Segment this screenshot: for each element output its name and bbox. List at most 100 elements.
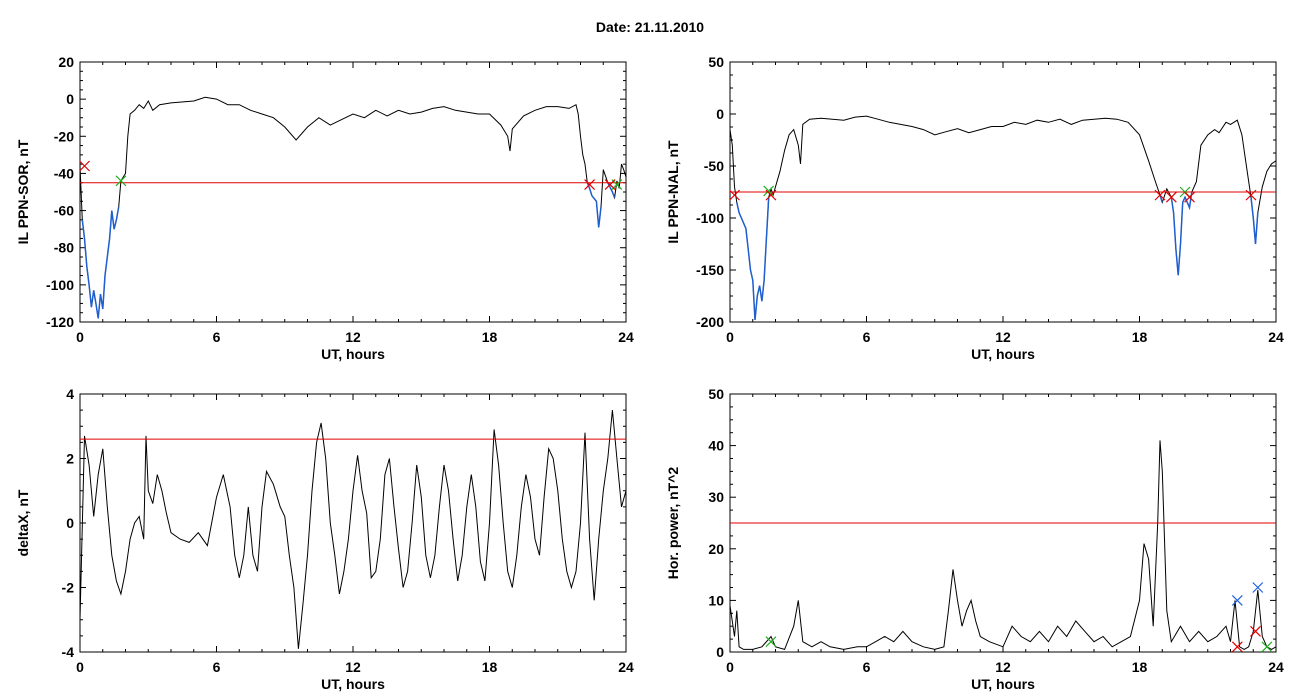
marker-stroke (1231, 641, 1243, 653)
y-axis-label: IL PPN-NAL, nT (665, 140, 681, 244)
y-tick-label: 10 (708, 592, 724, 608)
chart-panel-1: 0 6 12 18 24 -120 -100 -80 -60 -40 -20 0 20 UT, hours… (15, 54, 634, 362)
marker-red (1165, 191, 1177, 203)
series-line-1 (730, 115, 1276, 320)
x-tick-label: 12 (995, 329, 1011, 345)
marker-stroke (584, 179, 596, 190)
x-tick-label: 18 (482, 659, 498, 675)
marker-red (1184, 191, 1195, 203)
y-tick-label: 0 (66, 515, 74, 531)
marker-stroke (1165, 191, 1177, 203)
x-tick-label: 6 (863, 659, 871, 675)
below-threshold-segment (736, 197, 770, 320)
marker-red (604, 179, 616, 190)
marker-stroke (1252, 582, 1264, 593)
x-tick-label: 18 (1132, 659, 1148, 675)
marker-green (115, 175, 127, 187)
y-tick-label: 2 (66, 451, 74, 467)
marker-red (765, 189, 777, 201)
y-tick-label: 20 (58, 54, 74, 70)
y-tick-label: -40 (54, 165, 74, 181)
x-tick-label: 18 (1132, 329, 1148, 345)
y-tick-label: -20 (54, 128, 74, 144)
marker-stroke (79, 160, 90, 172)
x-tick-label: 6 (213, 329, 221, 345)
date-title: Date: 21.11.2010 (595, 19, 705, 35)
below-threshold-segment (586, 182, 602, 228)
x-tick-label: 12 (995, 659, 1011, 675)
below-threshold-segment (81, 206, 120, 319)
x-tick-label: 0 (76, 329, 84, 345)
y-tick-label: 0 (716, 644, 724, 660)
x-tick-label: 12 (345, 659, 361, 675)
y-axis-label: Hor. power, nT^2 (665, 467, 681, 580)
y-tick-label: 50 (708, 386, 724, 402)
y-axis-label: IL PPN-SOR, nT (15, 139, 31, 244)
below-threshold-segment (1170, 191, 1193, 276)
marker-red (1154, 189, 1166, 201)
marker-stroke (765, 189, 777, 201)
marker-stroke (765, 636, 777, 648)
marker-red (729, 189, 740, 201)
y-tick-label: 0 (716, 106, 724, 122)
chart-panel-4: 0 6 12 18 24 0 10 20 30 40 50 UT, hours Hor. power, … (665, 386, 1284, 692)
x-tick-label: 24 (1268, 659, 1284, 675)
x-tick-label: 24 (618, 659, 634, 675)
marker-stroke (1250, 625, 1261, 637)
marker-blue (1231, 594, 1243, 606)
marker-stroke (763, 185, 775, 197)
series-line-1 (730, 440, 1276, 651)
y-tick-label: 40 (708, 438, 724, 454)
y-tick-label: -150 (696, 262, 724, 278)
x-axis-label: UT, hours (971, 346, 1035, 362)
x-axis-label: UT, hours (321, 346, 385, 362)
x-axis-label: UT, hours (971, 676, 1035, 692)
marker-stroke (115, 175, 127, 187)
marker-stroke (1245, 189, 1257, 201)
marker-stroke (1154, 189, 1166, 201)
x-tick-label: 18 (482, 329, 498, 345)
marker-red (584, 179, 596, 190)
x-tick-label: 0 (726, 329, 734, 345)
series-line-1 (80, 410, 626, 649)
marker-stroke (1261, 641, 1273, 653)
marker-green (1261, 641, 1273, 653)
below-threshold-segment (1250, 197, 1259, 245)
y-tick-label: -4 (62, 644, 75, 660)
x-tick-label: 0 (76, 659, 84, 675)
y-axis-label: deltaX, nT (15, 489, 31, 556)
y-tick-label: 30 (708, 489, 724, 505)
marker-stroke (1231, 594, 1243, 606)
marker-stroke (1184, 191, 1195, 203)
x-tick-label: 24 (1268, 329, 1284, 345)
y-tick-label: -80 (54, 240, 74, 256)
y-tick-label: -120 (46, 314, 74, 330)
y-tick-label: -60 (54, 203, 74, 219)
marker-red (1250, 625, 1261, 637)
x-tick-label: 24 (618, 329, 634, 345)
marker-green (765, 636, 777, 648)
marker-red (79, 160, 90, 172)
marker-stroke (729, 189, 740, 201)
y-tick-label: 50 (708, 54, 724, 70)
marker-red (1245, 189, 1257, 201)
y-tick-label: -100 (46, 277, 74, 293)
y-tick-label: -200 (696, 314, 724, 330)
plot-frame (79, 393, 627, 653)
marker-red (1231, 641, 1243, 653)
y-tick-label: 0 (66, 91, 74, 107)
plot-frame (79, 61, 627, 323)
x-tick-label: 12 (345, 329, 361, 345)
marker-blue (1252, 582, 1264, 593)
y-tick-label: -50 (704, 158, 724, 174)
x-axis-label: UT, hours (321, 676, 385, 692)
chart-panel-2: 0 6 12 18 24 -200 -150 -100 -50 0 50 UT, hours IL PP… (665, 54, 1284, 362)
y-tick-label: -2 (62, 580, 75, 596)
y-tick-label: -100 (696, 210, 724, 226)
series-line-1 (80, 96, 626, 319)
x-tick-label: 6 (213, 659, 221, 675)
x-tick-label: 6 (863, 329, 871, 345)
marker-stroke (604, 179, 616, 190)
